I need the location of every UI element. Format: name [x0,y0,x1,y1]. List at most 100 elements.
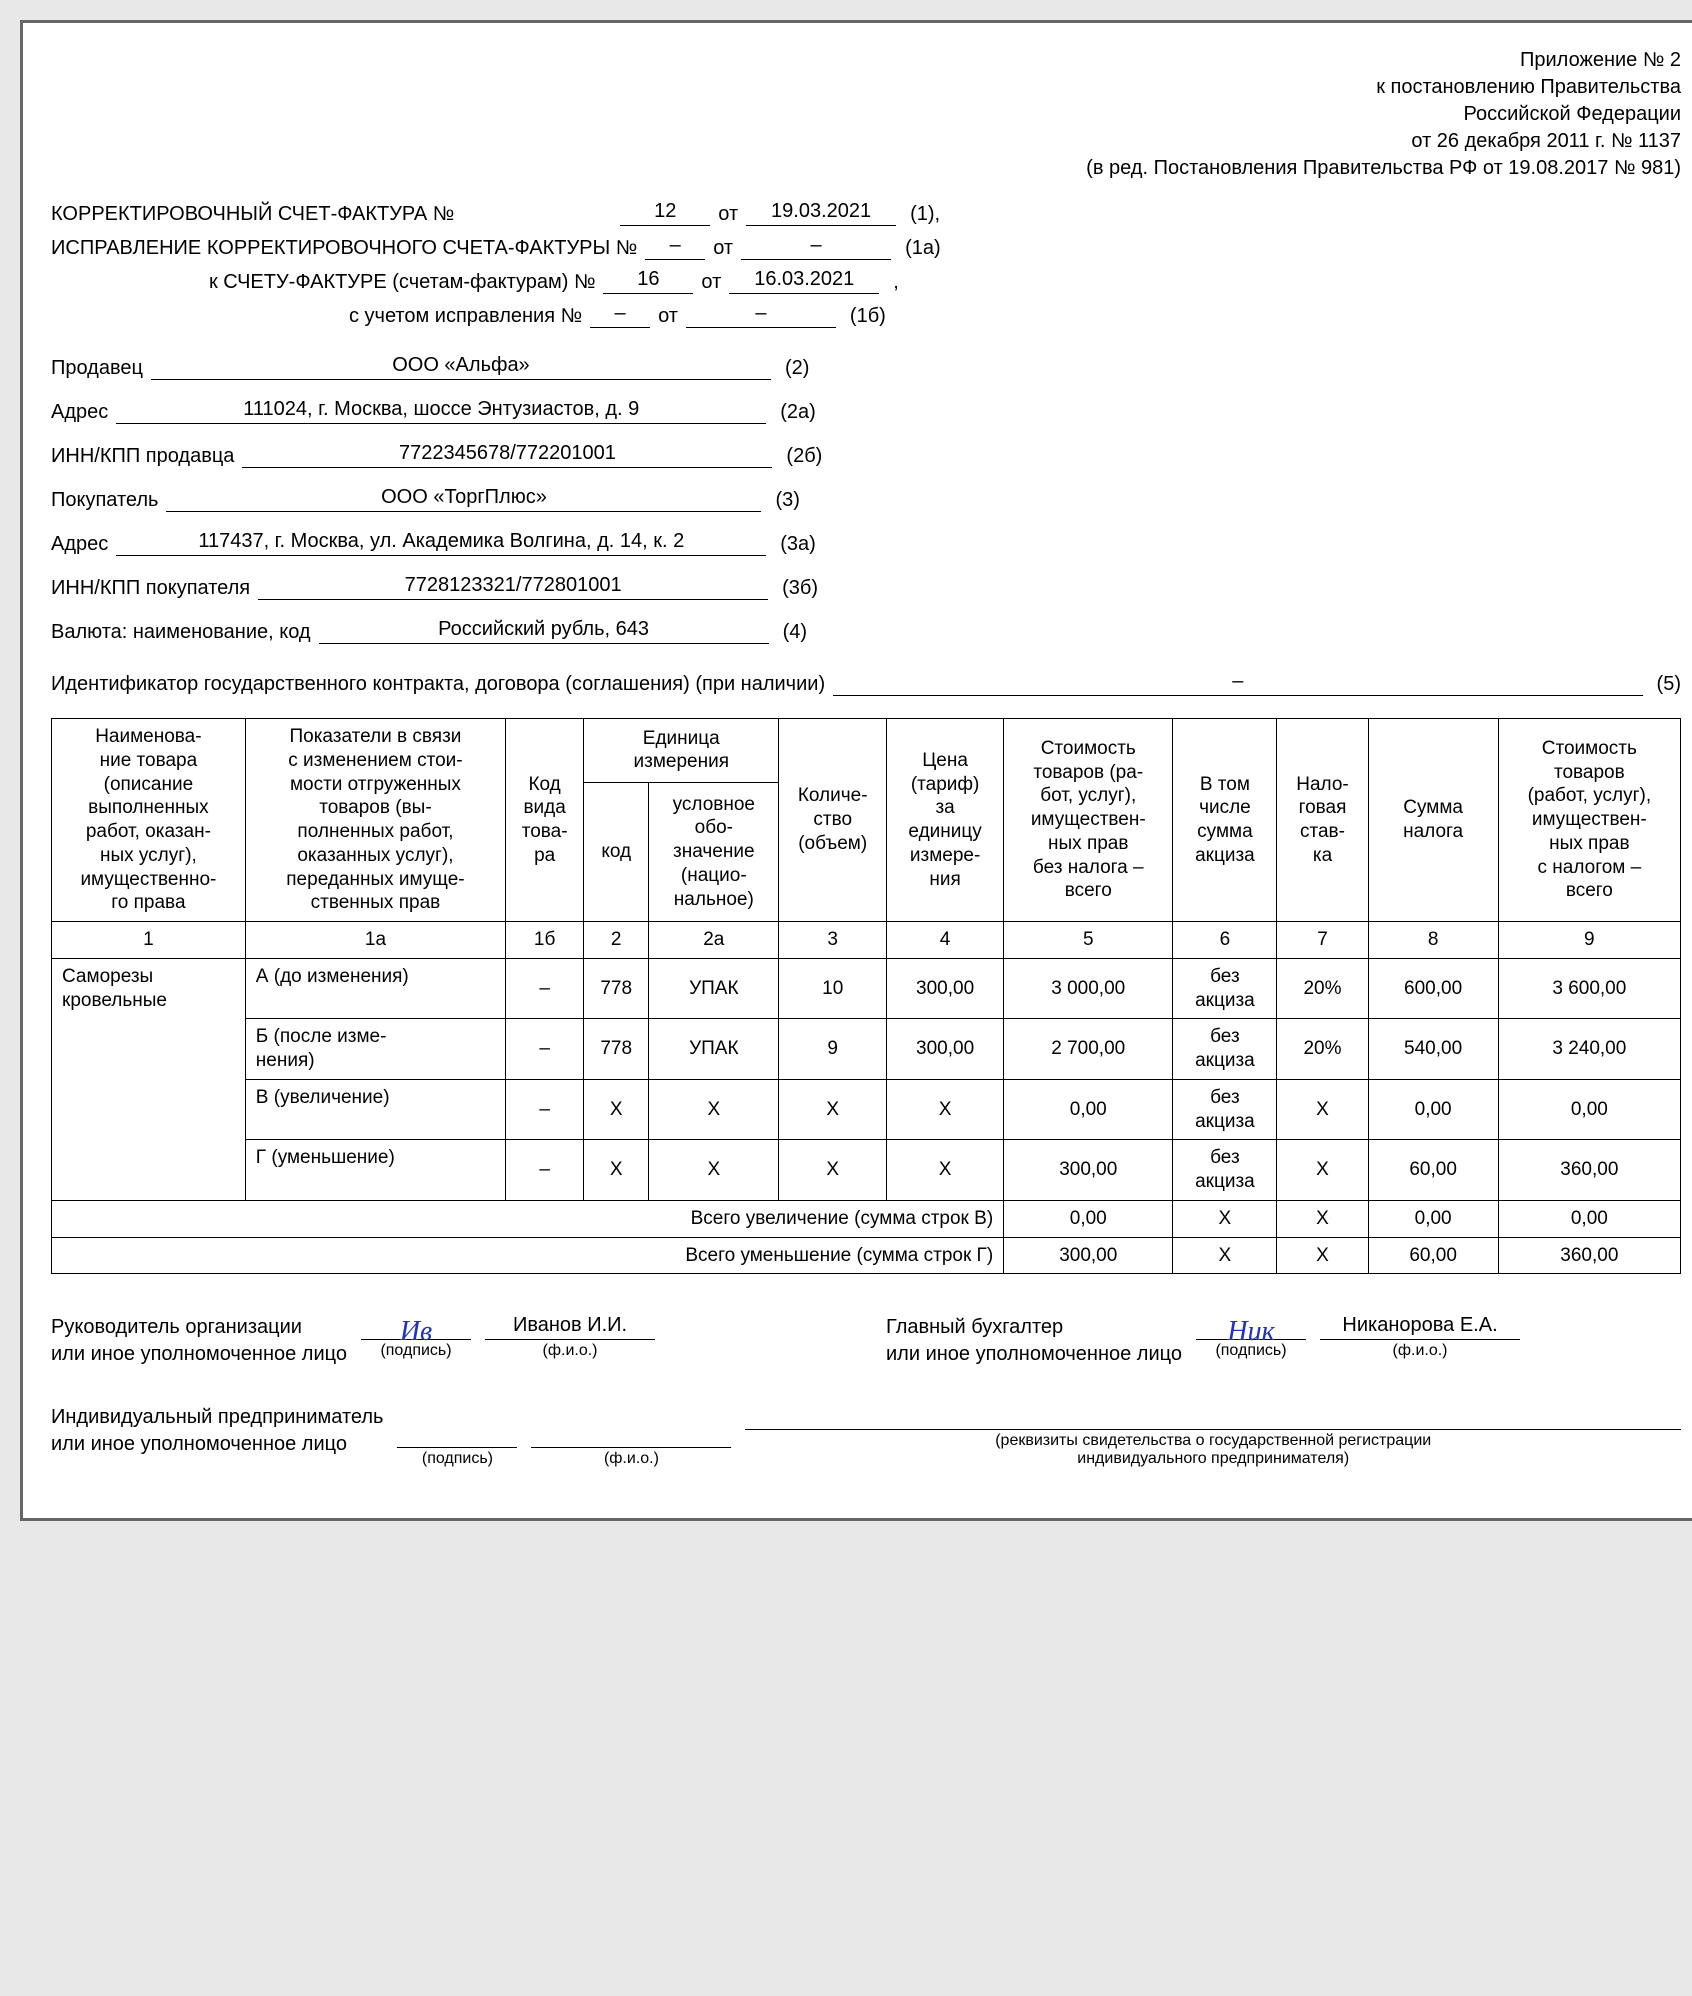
cell: 3 600,00 [1498,958,1680,1019]
value: 111024, г. Москва, шоссе Энтузиастов, д.… [116,398,766,424]
cell: 300,00 [887,958,1004,1019]
col-header: Стоимостьтоваров(работ, услуг),имуществе… [1498,719,1680,922]
value: 19.03.2021 [746,200,896,226]
col-header: Нало-говаястав-ка [1277,719,1368,922]
cell: Х [1173,1237,1277,1274]
cell: – [506,1079,584,1140]
fio-slot: Никанорова Е.А. (ф.и.о.) [1320,1314,1520,1360]
cell: 0,00 [1498,1079,1680,1140]
col-header: условноеобо-значение(нацио-нальное) [649,782,779,921]
label: КОРРЕКТИРОВОЧНЫЙ СЧЕТ-ФАКТУРА № [51,203,454,226]
value: 7728123321/772801001 [258,574,768,600]
value: 16.03.2021 [729,268,879,294]
cell: 60,00 [1368,1237,1498,1274]
hint: (ф.и.о.) [604,1450,659,1468]
cell: Х [584,1140,649,1201]
value: – [645,234,705,260]
cell: 600,00 [1368,958,1498,1019]
corr-invoice-line: КОРРЕКТИРОВОЧНЫЙ СЧЕТ-ФАКТУРА № 12 от 19… [51,200,1681,226]
correction-amend-line: ИСПРАВЛЕНИЕ КОРРЕКТИРОВОЧНОГО СЧЕТА-ФАКТ… [51,234,1681,260]
cell: Всего уменьшение (сумма строк Г) [52,1237,1004,1274]
signature-slot: Ив (подпись) [361,1314,471,1360]
cell: 300,00 [1004,1140,1173,1201]
cell: 3 000,00 [1004,958,1173,1019]
label: Валюта: наименование, код [51,621,311,644]
buyer-line: Покупатель ООО «ТоргПлюс» (3) [51,486,1681,512]
cell: 300,00 [887,1019,1004,1080]
cell: безакциза [1173,1079,1277,1140]
cell: Х [649,1140,779,1201]
label: к СЧЕТУ-ФАКТУРЕ (счетам-фактурам) № [209,271,595,294]
col-header: код [584,782,649,921]
signature-mark: Ив [400,1316,432,1347]
header-line: к постановлению Правительства [51,74,1681,101]
col-header: Показатели в связис изменением стои-мост… [245,719,505,922]
cell: Х [779,1140,887,1201]
cell: Х [887,1079,1004,1140]
label: от [713,237,733,260]
cell: Х [887,1140,1004,1201]
cell: 0,00 [1004,1079,1173,1140]
header-line: Приложение № 2 [51,47,1681,74]
value: 117437, г. Москва, ул. Академика Волгина… [116,530,766,556]
cell: 20% [1277,1019,1368,1080]
party-fields-block: Продавец ООО «Альфа» (2) Адрес 111024, г… [51,354,1681,644]
code: , [887,271,899,294]
cell: безакциза [1173,1019,1277,1080]
fio-slot: Иванов И.И. (ф.и.о.) [485,1314,655,1360]
table-row: В (увеличение) – Х Х Х Х 0,00 безакциза … [52,1079,1681,1140]
cell: безакциза [1173,958,1277,1019]
label: ИНН/КПП покупателя [51,577,250,600]
col-num: 9 [1498,922,1680,959]
col-header: Кодвидатова-ра [506,719,584,922]
label: Главный бухгалтерили иное уполномоченное… [886,1314,1182,1368]
signature-slot: (подпись) [397,1422,517,1468]
hint: (ф.и.о.) [543,1342,598,1360]
cell: Х [1277,1237,1368,1274]
value: ООО «Альфа» [151,354,771,380]
currency-line: Валюта: наименование, код Российский руб… [51,618,1681,644]
value: Иванов И.И. [485,1314,655,1340]
cell: 20% [1277,958,1368,1019]
total-decrease-row: Всего уменьшение (сумма строк Г) 300,00 … [52,1237,1681,1274]
label: Руководитель организацииили иное уполном… [51,1314,347,1368]
with-correction-line: с учетом исправления № – от – (1б) [51,302,1681,328]
cell: Х [779,1079,887,1140]
cell: В (увеличение) [245,1079,505,1140]
col-header: В томчислесуммаакциза [1173,719,1277,922]
col-num: 4 [887,922,1004,959]
col-num: 8 [1368,922,1498,959]
cell: Х [1277,1200,1368,1237]
cell: Х [584,1079,649,1140]
signatures-block: Руководитель организацииили иное уполном… [51,1314,1681,1368]
cell: Всего увеличение (сумма строк В) [52,1200,1004,1237]
value: ООО «ТоргПлюс» [166,486,761,512]
col-num: 1 [52,922,246,959]
col-header: Количе-ство(объем) [779,719,887,922]
col-num: 1а [245,922,505,959]
cell: Х [1277,1079,1368,1140]
cell: УПАК [649,958,779,1019]
label: ИСПРАВЛЕНИЕ КОРРЕКТИРОВОЧНОГО СЧЕТА-ФАКТ… [51,237,637,260]
cell: 778 [584,1019,649,1080]
col-header: Сумманалога [1368,719,1498,922]
value: Никанорова Е.А. [1320,1314,1520,1340]
col-header: Цена(тариф)заединицуизмере-ния [887,719,1004,922]
cell: – [506,1140,584,1201]
value: – [833,670,1642,696]
buyer-address-line: Адрес 117437, г. Москва, ул. Академика В… [51,530,1681,556]
code: (1б) [844,305,886,328]
hint: (реквизиты свидетельства о государственн… [995,1432,1431,1468]
attachment-header: Приложение № 2 к постановлению Правитель… [51,47,1681,182]
to-invoice-line: к СЧЕТУ-ФАКТУРЕ (счетам-фактурам) № 16 о… [51,268,1681,294]
label: Адрес [51,533,108,556]
col-num: 5 [1004,922,1173,959]
label: с учетом исправления № [349,305,582,328]
hint: (ф.и.о.) [1393,1342,1448,1360]
code: (3а) [774,533,816,556]
cell: 0,00 [1004,1200,1173,1237]
value: Российский рубль, 643 [319,618,769,644]
label: Идентификатор государственного контракта… [51,673,825,696]
value: – [590,302,650,328]
col-num: 7 [1277,922,1368,959]
